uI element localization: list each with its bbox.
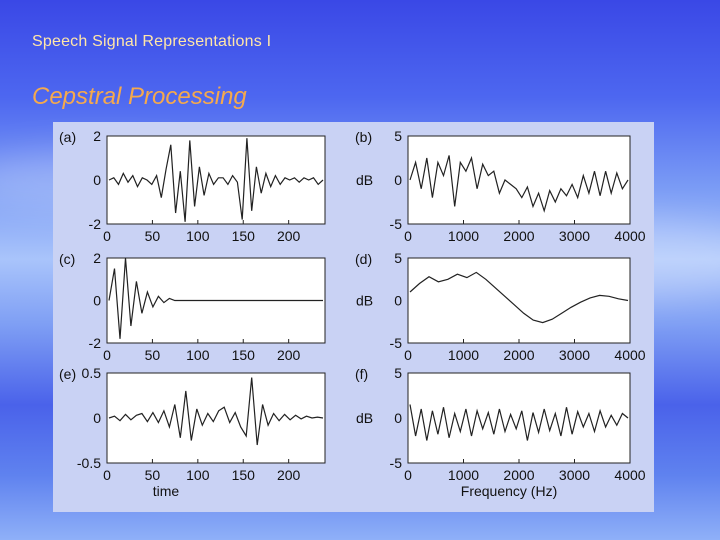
- panel-c-xtick-0: 0: [103, 347, 111, 363]
- panel-c-xtick-2: 100: [186, 347, 210, 363]
- panel-b-xtick-2: 2000: [503, 228, 534, 244]
- panel-c-trace: [108, 257, 323, 339]
- panel-d-xtick-1: 1000: [448, 347, 479, 363]
- panel-e-xtick-3: 150: [232, 467, 256, 483]
- panel-b-ytick-1: 0: [394, 172, 402, 188]
- panel-b-trace: [409, 155, 629, 213]
- panel-e-xtick-0: 0: [103, 467, 111, 483]
- panel-a-xtick-3: 150: [232, 228, 256, 244]
- panel-c-ytick-0: 2: [93, 250, 101, 266]
- panel-a-trace: [108, 138, 324, 222]
- panel-d-xtick-4: 4000: [614, 347, 645, 363]
- panel-f-xtick-3: 3000: [559, 467, 590, 483]
- panel-f-xtick-4: 4000: [614, 467, 645, 483]
- panel-f-ytick-2: -5: [390, 455, 403, 471]
- panel-e-ytick-0: 0.5: [82, 365, 102, 381]
- panel-e-xlabel: time: [153, 483, 180, 499]
- panel-d-frame: [407, 257, 631, 344]
- panel-f-trace: [409, 404, 629, 441]
- panel-e-trace: [108, 377, 324, 446]
- panel-d-trace: [409, 271, 629, 324]
- panel-a-xtick-1: 50: [145, 228, 161, 244]
- panel-f-xtick-0: 0: [404, 467, 412, 483]
- panel-e-ytick-1: 0: [93, 410, 101, 426]
- panel-c-xtick-3: 150: [232, 347, 256, 363]
- panel-c-label: (c): [59, 251, 75, 267]
- panel-e-xtick-2: 100: [186, 467, 210, 483]
- panel-d-ytick-1: 0: [394, 293, 402, 309]
- panel-b-xtick-1: 1000: [448, 228, 479, 244]
- panel-e-xtick-4: 200: [277, 467, 301, 483]
- panel-e-xtick-1: 50: [145, 467, 161, 483]
- panel-a-ytick-1: 0: [93, 172, 101, 188]
- header-title: Speech Signal Representations I: [32, 33, 272, 50]
- panel-a-xtick-4: 200: [277, 228, 301, 244]
- panel-b-label: (b): [355, 129, 372, 145]
- panel-f-ytick-0: 5: [394, 365, 402, 381]
- panel-f-ytick-1: 0: [394, 410, 402, 426]
- panel-d-xtick-0: 0: [404, 347, 412, 363]
- panel-c-ytick-1: 0: [93, 293, 101, 309]
- panel-d-ytick-2: -5: [390, 335, 403, 351]
- panel-e-label: (e): [59, 366, 76, 382]
- panel-a-ytick-0: 2: [93, 128, 101, 144]
- panel-a-label: (a): [59, 129, 76, 145]
- cepstral-figure: (a) 2 0 -2 0 50 100 150 200 (b) 5 0 -5 dB 0 1000 2000 300…: [53, 122, 654, 512]
- panel-f-xtick-1: 1000: [448, 467, 479, 483]
- panel-f-xtick-2: 2000: [503, 467, 534, 483]
- panel-d-xtick-2: 2000: [503, 347, 534, 363]
- panel-a-ytick-2: -2: [89, 216, 102, 232]
- panel-b-xtick-4: 4000: [614, 228, 645, 244]
- panel-a-xtick-2: 100: [186, 228, 210, 244]
- panel-f-ylabel: dB: [356, 410, 373, 426]
- panel-b-ytick-2: -5: [390, 216, 403, 232]
- panel-e-ytick-2: -0.5: [77, 455, 101, 471]
- panel-b-xtick-0: 0: [404, 228, 412, 244]
- panel-a-xtick-0: 0: [103, 228, 111, 244]
- panel-d-label: (d): [355, 251, 372, 267]
- panel-f-xlabel: Frequency (Hz): [461, 483, 557, 499]
- panel-d-ylabel: dB: [356, 293, 373, 309]
- panel-c-xtick-1: 50: [145, 347, 161, 363]
- panel-c-ytick-2: -2: [89, 335, 102, 351]
- panel-a-frame: [106, 135, 326, 225]
- panel-b-ytick-0: 5: [394, 128, 402, 144]
- panel-c-xtick-4: 200: [277, 347, 301, 363]
- panel-b-ylabel: dB: [356, 172, 373, 188]
- slide-title: Cepstral Processing: [32, 83, 247, 110]
- panel-d-xtick-3: 3000: [559, 347, 590, 363]
- panel-d-ytick-0: 5: [394, 250, 402, 266]
- panel-b-xtick-3: 3000: [559, 228, 590, 244]
- panel-f-label: (f): [355, 366, 368, 382]
